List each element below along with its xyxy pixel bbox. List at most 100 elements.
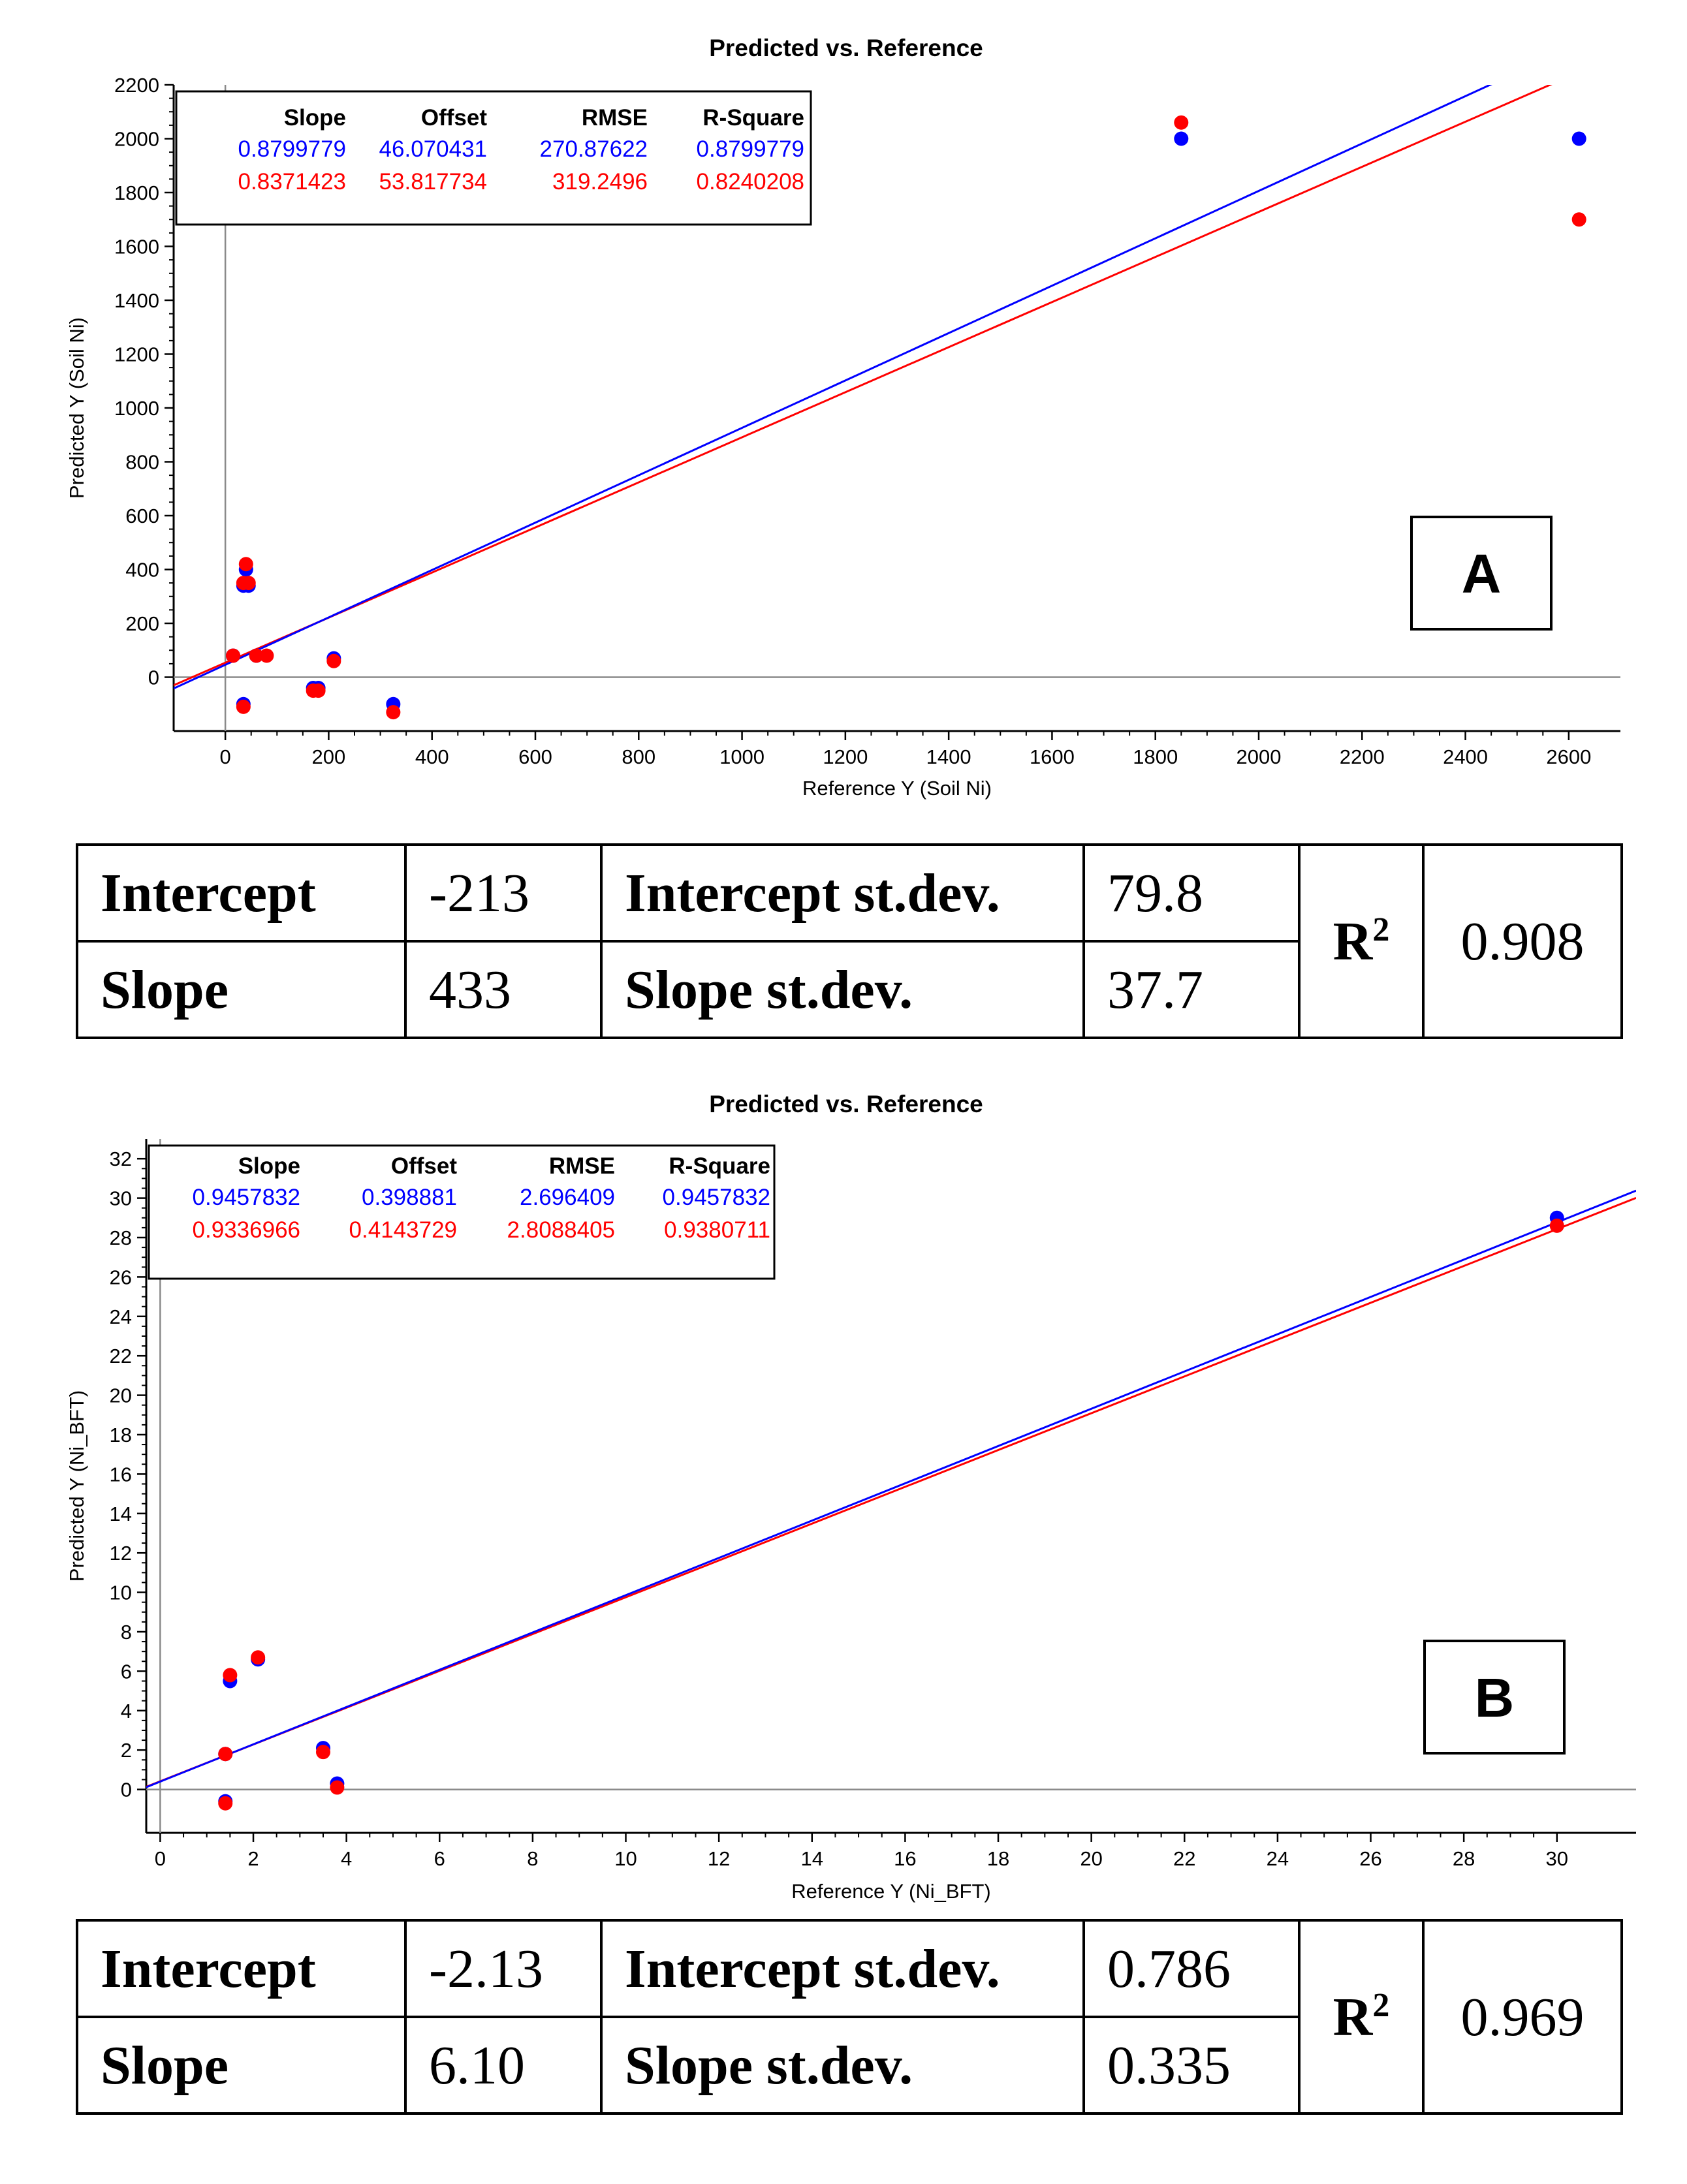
legend-value: 0.8240208 — [697, 169, 804, 195]
y-tick-label: 32 — [110, 1147, 132, 1170]
panel-badge — [1410, 516, 1553, 631]
data-point-blue — [1571, 131, 1586, 146]
y-tick-label: 18 — [110, 1424, 132, 1446]
panel-badge-label: B — [1475, 1667, 1515, 1728]
y-tick-label: 22 — [110, 1345, 132, 1367]
data-point-red — [1549, 1218, 1564, 1233]
slope-sd-label: Slope st.dev. — [600, 2016, 1085, 2115]
stats-row-slope: Slope 6.10 Slope st.dev. 0.335 — [76, 2016, 1622, 2115]
y-tick-label: 10 — [110, 1582, 132, 1604]
legend-value: 2.696409 — [520, 1185, 615, 1210]
legend-header: Slope — [238, 1153, 300, 1179]
legend-box — [148, 1144, 776, 1280]
x-tick-label: 600 — [518, 745, 552, 768]
intercept-sd-label: Intercept st.dev. — [600, 843, 1085, 943]
y-tick-label: 1000 — [114, 397, 159, 420]
data-point-red — [315, 1745, 330, 1760]
data-point-red — [251, 1650, 266, 1665]
x-tick-label: 26 — [1359, 1847, 1381, 1870]
x-tick-label: 22 — [1173, 1847, 1195, 1870]
x-tick-label: 1200 — [823, 745, 868, 768]
legend-value: 0.8371423 — [238, 169, 346, 195]
data-point-blue — [1174, 131, 1189, 146]
chart-a: Predicted vs. Reference 0 200 400 600 800 1000… — [65, 35, 1620, 800]
r2-value: 0.908 — [1422, 843, 1623, 1039]
x-tick-label: 1000 — [719, 745, 765, 768]
regression-line-red — [174, 85, 1553, 687]
x-tick-label: 6 — [434, 1847, 445, 1870]
x-tick-label: 1800 — [1133, 745, 1178, 768]
x-tick-label: 14 — [801, 1847, 823, 1870]
panel-badge-label: A — [1462, 543, 1502, 604]
data-point-red — [218, 1796, 233, 1811]
legend-header: RMSE — [549, 1153, 615, 1179]
legend-header: R-Square — [669, 1153, 770, 1179]
x-tick-label: 2200 — [1340, 745, 1385, 768]
y-tick-label: 28 — [110, 1226, 132, 1249]
x-axis-label: Reference Y (Ni_BFT) — [791, 1880, 991, 1903]
stats-row-slope: Slope 433 Slope st.dev. 37.7 — [76, 940, 1622, 1039]
x-tick-label: 28 — [1453, 1847, 1475, 1870]
r2-label: R2 — [1298, 843, 1425, 1039]
panel-badge — [1423, 1640, 1566, 1755]
y-tick-label: 24 — [110, 1305, 132, 1328]
regression-line-blue — [146, 1189, 1636, 1788]
data-point-red — [386, 705, 401, 720]
data-point-red — [218, 1747, 233, 1762]
y-tick-label: 0 — [148, 666, 159, 689]
intercept-sd-label: Intercept st.dev. — [600, 1919, 1085, 2018]
x-tick-label: 10 — [614, 1847, 637, 1870]
chart-title: Predicted vs. Reference — [709, 1091, 983, 1117]
legend-value: 319.2496 — [552, 169, 648, 195]
slope-sd-value: 37.7 — [1082, 940, 1301, 1039]
x-tick-label: 2000 — [1237, 745, 1282, 768]
x-tick-label: 16 — [894, 1847, 916, 1870]
x-tick-label: 20 — [1080, 1847, 1102, 1870]
y-tick-label: 1400 — [114, 289, 159, 312]
legend-header: Offset — [391, 1153, 457, 1179]
legend-header: Slope — [284, 105, 346, 131]
intercept-label: Intercept — [76, 843, 407, 943]
y-tick-label: 200 — [125, 612, 159, 635]
slope-value: 6.10 — [404, 2016, 603, 2115]
data-point-red — [1174, 115, 1189, 130]
y-tick-label: 600 — [125, 505, 159, 527]
x-tick-label: 0 — [155, 1847, 166, 1870]
y-tick-label: 1200 — [114, 343, 159, 366]
r2-value: 0.969 — [1422, 1919, 1623, 2115]
y-tick-label: 16 — [110, 1463, 132, 1486]
y-tick-label: 4 — [121, 1700, 132, 1723]
slope-value: 433 — [404, 940, 603, 1039]
intercept-sd-value: 79.8 — [1082, 843, 1301, 943]
x-tick-label: 18 — [987, 1847, 1009, 1870]
regression-line-blue — [174, 85, 1492, 690]
y-tick-label: 12 — [110, 1542, 132, 1565]
x-tick-label: 4 — [341, 1847, 352, 1870]
y-tick-label: 30 — [110, 1187, 132, 1210]
legend-value: 0.4143729 — [349, 1217, 457, 1243]
x-tick-label: 800 — [622, 745, 655, 768]
legend-value: 0.9380711 — [664, 1217, 770, 1243]
legend-value: 2.8088405 — [507, 1217, 615, 1243]
x-tick-label: 2600 — [1546, 745, 1591, 768]
x-tick-label: 0 — [220, 745, 231, 768]
legend-box — [175, 90, 812, 226]
data-point-red — [330, 1780, 345, 1795]
slope-label: Slope — [76, 2016, 407, 2115]
stats-table-b: Intercept -2.13 Intercept st.dev. 0.786 … — [76, 1919, 1623, 2115]
legend-value: 0.8799779 — [238, 136, 346, 162]
legend-header: Offset — [421, 105, 487, 131]
legend-value: 0.8799779 — [697, 136, 804, 162]
chart-title: Predicted vs. Reference — [709, 35, 983, 61]
legend-header: RMSE — [582, 105, 648, 131]
data-point-red — [236, 699, 251, 714]
y-tick-label: 2000 — [114, 128, 159, 151]
x-tick-label: 30 — [1546, 1847, 1568, 1870]
data-point-red — [226, 648, 241, 663]
y-tick-label: 2200 — [114, 74, 159, 97]
y-tick-label: 26 — [110, 1266, 132, 1288]
r2-label: R2 — [1298, 1919, 1425, 2115]
intercept-label: Intercept — [76, 1919, 407, 2018]
data-point-red — [223, 1668, 238, 1683]
